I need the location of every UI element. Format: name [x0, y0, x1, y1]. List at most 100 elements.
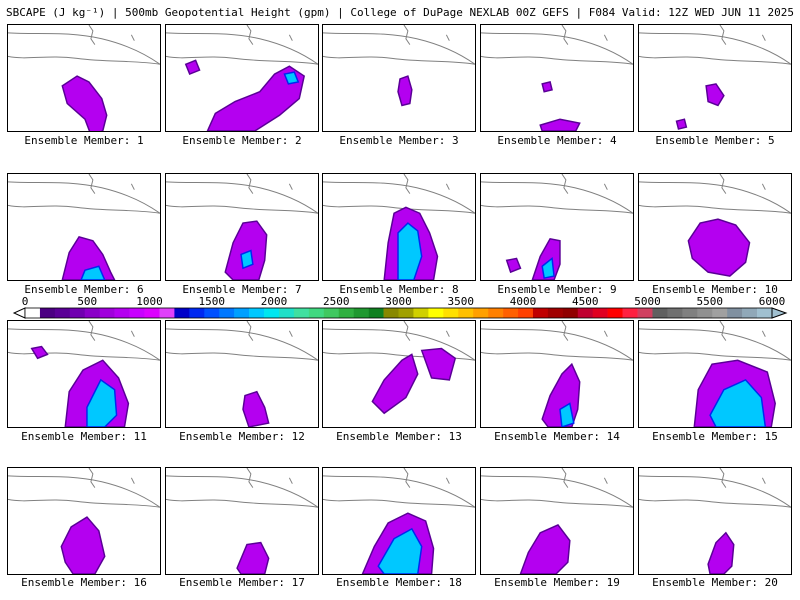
coastline — [403, 468, 411, 488]
coastline — [639, 351, 791, 361]
colorbar-swatch — [547, 308, 564, 318]
cape-contour — [236, 541, 270, 574]
cape-core — [86, 378, 118, 427]
cape-core — [541, 256, 555, 279]
cape-core — [240, 249, 254, 270]
colorbar-swatch — [308, 308, 325, 318]
ensemble-member-map — [638, 320, 792, 428]
coastline — [481, 498, 633, 508]
ensemble-member-label: Ensemble Member: 5 — [655, 134, 775, 147]
coastline — [445, 477, 450, 484]
ensemble-member-map — [638, 467, 792, 575]
coastline — [639, 55, 791, 65]
colorbar-tick-label: 2500 — [323, 295, 350, 308]
coastline — [288, 34, 293, 41]
colorbar-swatch — [278, 308, 295, 318]
ensemble-member-map — [480, 24, 634, 132]
map-canvas — [166, 321, 318, 427]
coastline — [323, 498, 475, 508]
colorbar-swatch — [383, 308, 399, 318]
coastline — [88, 25, 96, 45]
coastline — [323, 204, 475, 214]
colorbar-swatch — [159, 308, 175, 318]
coastline — [288, 477, 293, 484]
colorbar-swatch — [114, 308, 130, 318]
ensemble-member-label: Ensemble Member: 19 — [494, 576, 620, 589]
coastline — [561, 174, 569, 194]
map-title: SBCAPE (J kg⁻¹) | 500mb Geopotential Hei… — [5, 6, 795, 19]
colorbar-swatch — [652, 308, 668, 318]
colorbar-tick-label: 4500 — [572, 295, 599, 308]
coastline — [166, 351, 318, 361]
coastline — [719, 174, 727, 194]
colorbar-swatch — [353, 308, 369, 318]
cape-contour — [184, 59, 201, 76]
coastline — [719, 468, 727, 488]
ensemble-member-label: Ensemble Member: 17 — [179, 576, 305, 589]
coastline — [445, 330, 450, 337]
colorbar-swatch — [592, 308, 608, 318]
ensemble-member-map — [322, 467, 476, 575]
coastline — [639, 181, 791, 214]
map-canvas — [8, 25, 160, 131]
coastline — [8, 181, 160, 214]
coastline — [246, 25, 254, 45]
colorbar-swatch — [622, 308, 638, 318]
map-canvas — [639, 321, 791, 427]
colorbar-swatch — [234, 308, 250, 318]
cape-contour — [687, 218, 751, 277]
map-canvas — [323, 321, 475, 415]
cape-contour — [505, 257, 522, 274]
map-canvas — [323, 25, 475, 107]
coastline — [403, 321, 411, 341]
cape-contour — [242, 390, 270, 427]
colorbar-swatch — [39, 308, 56, 318]
coastline — [88, 468, 96, 488]
coastline — [246, 174, 254, 194]
map-canvas — [8, 321, 160, 427]
coastline — [639, 328, 791, 361]
colorbar-swatch — [174, 308, 190, 318]
cape-contour — [397, 75, 413, 107]
map-canvas — [481, 468, 633, 574]
coastline — [8, 498, 160, 508]
colorbar-swatch — [532, 308, 549, 318]
colorbar-swatch — [697, 308, 713, 318]
cape-contour — [420, 347, 457, 381]
cape-contour — [705, 83, 725, 107]
colorbar-swatch — [503, 308, 519, 318]
colorbar-arrow-right — [771, 307, 788, 319]
colorbar-swatch — [413, 308, 429, 318]
coastline — [481, 55, 633, 65]
coastline — [323, 55, 475, 65]
coastline — [130, 183, 135, 190]
ensemble-member-label: Ensemble Member: 10 — [652, 283, 778, 296]
ensemble-member-label: Ensemble Member: 9 — [497, 283, 617, 296]
colorbar-swatch — [249, 308, 265, 318]
cape-contour — [371, 353, 419, 415]
coastline — [323, 328, 475, 361]
coastline — [719, 25, 727, 45]
ensemble-member-label: Ensemble Member: 14 — [494, 430, 620, 443]
ensemble-member-map — [7, 24, 161, 132]
colorbar-swatch — [458, 308, 474, 318]
coastline — [288, 183, 293, 190]
colorbar-tick-label: 5000 — [634, 295, 661, 308]
ensemble-member-map — [165, 24, 319, 132]
cape-contour — [541, 81, 553, 93]
colorbar-swatch — [667, 308, 683, 318]
map-canvas — [639, 174, 791, 277]
cape-core — [377, 527, 423, 574]
colorbar: 0 500 1000 1500 2000 2500 3000 3500 4000 4500 5000… — [0, 296, 800, 320]
colorbar-swatch — [293, 308, 310, 318]
colorbar-swatch — [637, 308, 653, 318]
colorbar-swatch — [428, 308, 444, 318]
ensemble-member-label: Ensemble Member: 1 — [24, 134, 144, 147]
colorbar-swatch — [219, 308, 235, 318]
coastline — [166, 55, 318, 65]
coastline — [166, 475, 318, 508]
map-canvas — [166, 174, 318, 280]
coastline — [323, 32, 475, 65]
map-canvas — [8, 174, 160, 280]
coastline — [639, 204, 791, 214]
